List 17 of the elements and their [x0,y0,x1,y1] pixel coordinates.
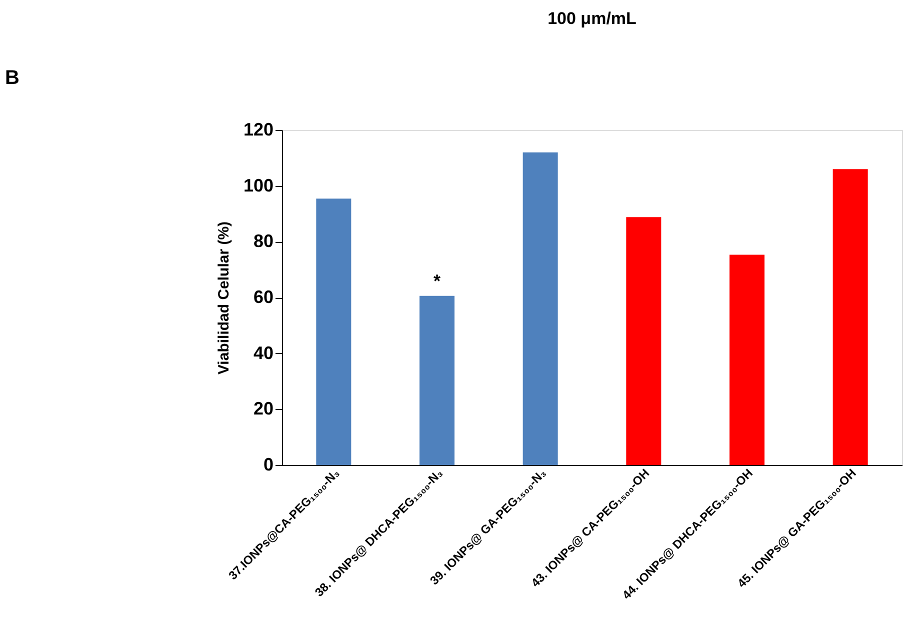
bar [522,152,558,465]
bar [832,169,868,465]
y-tick-label: 20 [253,398,274,419]
y-tick-label: 0 [263,454,274,474]
bar [420,296,454,465]
text: B [5,67,20,89]
y-tick-label: 40 [253,342,274,363]
bar [316,198,352,465]
y-tick-label: 100 [243,175,274,196]
bar [626,217,662,465]
annotation: * [433,270,441,291]
y-tick-label: 120 [243,120,274,140]
chart-title: 100 μm/mL [548,9,636,28]
y-axis-title: Viabilidad Celular (%) [215,221,232,375]
y-tick-label: 60 [253,287,274,307]
bar [730,254,764,465]
y-tick-label: 80 [253,231,274,252]
